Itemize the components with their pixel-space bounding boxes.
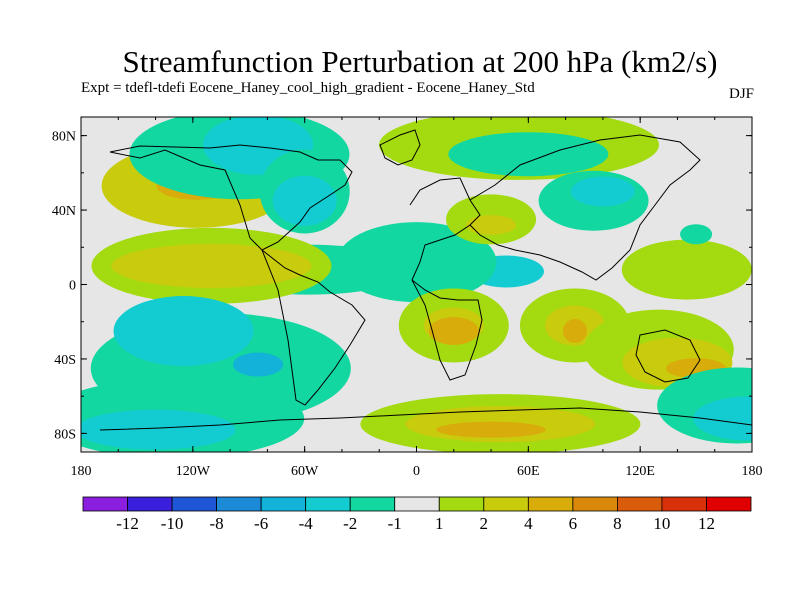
colorbar-label: 1 [435,514,444,533]
contour-level--3 [233,352,284,377]
contour-level--2 [272,175,337,226]
contour-level-1 [621,239,752,300]
coastline-5 [99,407,752,431]
colorbar-swatch [82,496,128,512]
x-tick-label: 60W [291,464,319,479]
colorbar-swatch [394,496,440,512]
colorbar-swatch [572,496,618,512]
contour-level--2 [113,296,254,367]
season-label: DJF [728,86,754,102]
colorbar-label: -6 [254,514,268,533]
contour-level--1 [680,224,713,245]
coastline-3 [469,134,701,281]
coastlines [99,129,752,431]
colorbar-label: -2 [343,514,357,533]
colorbar-label: 6 [569,514,578,533]
colorbar-swatch [349,496,396,512]
colorbar-label: 2 [480,514,489,533]
colorbar-swatch [527,496,574,512]
colorbar-label: 10 [653,514,670,533]
contour-level--2 [693,396,752,441]
y-tick-label: 40S [54,353,76,368]
contour-level-2 [466,214,517,235]
colorbar-label: 8 [613,514,622,533]
coastline-0 [109,144,353,251]
coastline-6 [379,129,421,166]
contour-level--2 [81,409,236,450]
contour-level-3 [562,319,587,344]
colorbar-swatch [305,496,351,512]
chart-title: Streamfunction Perturbation at 200 hPa (… [122,44,718,79]
x-tick-label: 120E [625,464,655,479]
colorbar-swatch [706,496,752,512]
colorbar-swatch [483,496,529,512]
contour-level--1 [336,222,497,303]
y-tick-label: 80N [52,130,76,145]
coastline-4 [635,329,701,383]
x-tick-label: 180 [742,464,763,479]
x-tick-label: 0 [413,464,420,479]
contour-regions [81,117,752,452]
colorbar-swatch [127,496,173,512]
y-tick-label: 0 [69,279,76,294]
colorbar-label: -1 [388,514,402,533]
colorbar-label: -10 [161,514,184,533]
colorbar-label: 4 [524,514,533,533]
coastline-1 [261,249,366,406]
contour-level-2 [111,243,312,288]
contour-level-3 [436,421,547,438]
x-tick-label: 180 [71,464,92,479]
contour-level--1 [448,132,609,177]
y-tick-label: 40N [52,204,76,219]
colorbar-swatch [661,496,707,512]
x-tick-label: 120W [176,464,211,479]
chart-subtitle: Expt = tdefl-tdefi Eocene_Haney_cool_hig… [81,80,535,96]
colorbar-label: -12 [116,514,139,533]
colorbar-label: -4 [299,514,314,533]
y-tick-label: 80S [54,427,76,442]
colorbar-swatch [260,496,307,512]
colorbar-swatch [171,496,217,512]
contour-level--2 [570,176,635,207]
coastline-2 [409,177,483,381]
colorbar-label: 12 [698,514,715,533]
colorbar-swatch [617,496,663,512]
colorbar-label: -8 [210,514,224,533]
contour-level-3 [428,317,479,346]
colorbar-swatch [438,496,485,512]
x-tick-label: 60E [517,464,540,479]
colorbar-swatch [216,496,262,512]
colorbar: -12 -10 -8 -6 -4 -2 -1 1 2 4 6 8 10 12 [82,496,752,533]
